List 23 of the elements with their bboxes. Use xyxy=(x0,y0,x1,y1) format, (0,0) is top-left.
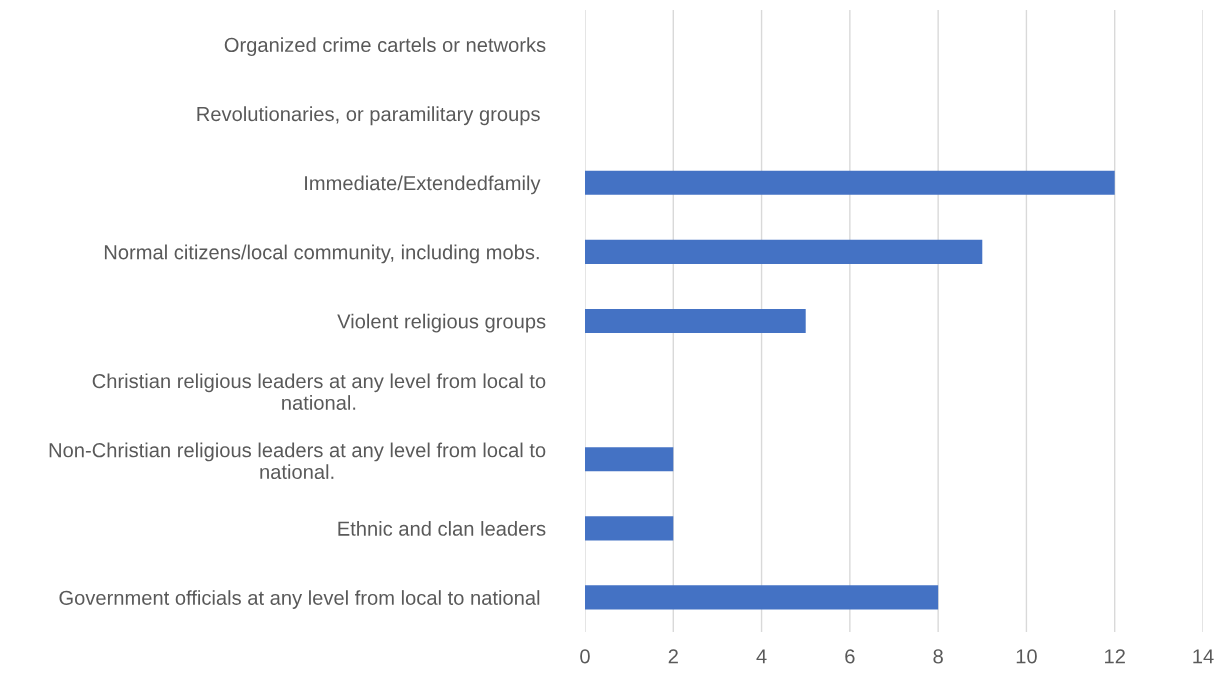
x-tick-label: 2 xyxy=(668,649,678,664)
y-tick-label: Organized crime cartels or networks xyxy=(224,37,546,57)
x-tick-label: 6 xyxy=(845,649,855,664)
bar xyxy=(585,308,806,334)
bar xyxy=(585,170,1115,195)
x-tick-label: 0 xyxy=(580,649,590,664)
y-tick-label: Violent religious groups xyxy=(337,313,546,333)
y-tick-label: Revolutionaries, or paramilitary groups xyxy=(197,106,540,126)
x-tick-label: 10 xyxy=(1016,649,1037,664)
x-tick-label: 4 xyxy=(756,649,767,664)
bar xyxy=(585,447,674,472)
x-tick-label: 12 xyxy=(1105,649,1125,664)
y-tick-label: Immediate/Extendedfamily xyxy=(305,175,541,195)
x-tick-label: 8 xyxy=(933,649,943,664)
x-tick-label: 14 xyxy=(1193,649,1214,664)
y-tick-label: Ethnic and clan leaders xyxy=(338,521,546,536)
bar xyxy=(585,516,674,541)
bar xyxy=(585,239,983,264)
y-tick-label: Christian religious leaders at any level from local to national. xyxy=(92,373,546,410)
y-tick-label: Non-Christian religious leaders at any level from local to national. xyxy=(49,442,546,480)
y-tick-label: Normal citizens/local community, including mobs. xyxy=(104,244,539,264)
bar xyxy=(585,585,939,610)
y-tick-label: Government officials at any level from local to national xyxy=(59,590,540,609)
